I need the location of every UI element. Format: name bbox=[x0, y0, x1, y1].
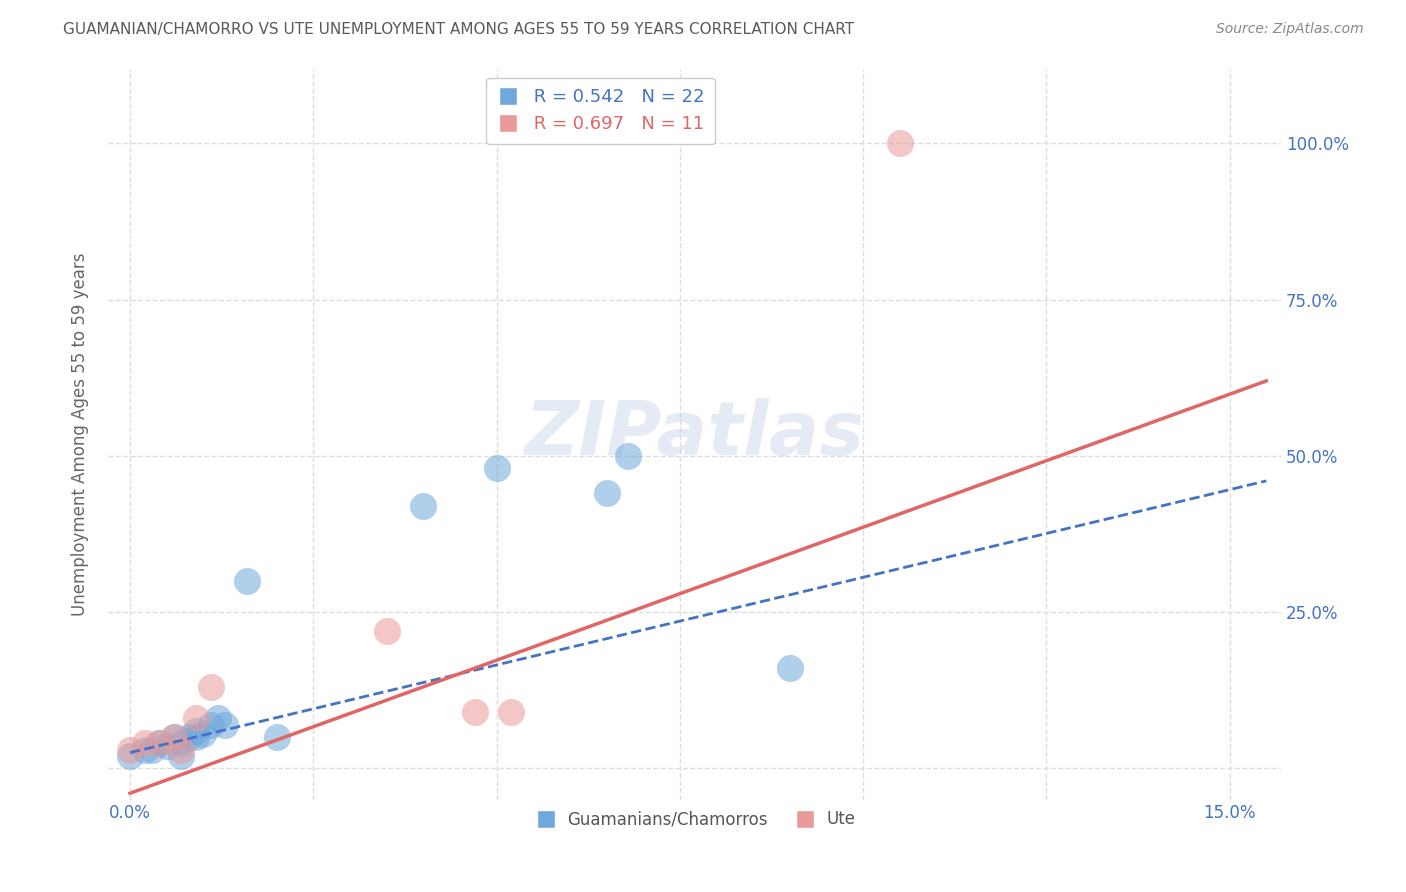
Point bbox=[170, 748, 193, 763]
Point bbox=[595, 486, 617, 500]
Point bbox=[214, 717, 236, 731]
Point bbox=[485, 461, 508, 475]
Point bbox=[236, 574, 259, 588]
Point bbox=[184, 723, 207, 738]
Point bbox=[266, 730, 288, 744]
Point bbox=[501, 705, 523, 719]
Point bbox=[464, 705, 486, 719]
Point bbox=[412, 499, 434, 513]
Legend: Guamanians/Chamorros, Ute: Guamanians/Chamorros, Ute bbox=[527, 804, 862, 835]
Point bbox=[375, 624, 398, 638]
Point bbox=[184, 730, 207, 744]
Point bbox=[184, 711, 207, 725]
Text: GUAMANIAN/CHAMORRO VS UTE UNEMPLOYMENT AMONG AGES 55 TO 59 YEARS CORRELATION CHA: GUAMANIAN/CHAMORRO VS UTE UNEMPLOYMENT A… bbox=[63, 22, 855, 37]
Point bbox=[148, 736, 170, 750]
Point bbox=[163, 730, 186, 744]
Point bbox=[170, 742, 193, 756]
Point bbox=[118, 742, 141, 756]
Point bbox=[193, 727, 215, 741]
Y-axis label: Unemployment Among Ages 55 to 59 years: Unemployment Among Ages 55 to 59 years bbox=[72, 252, 89, 615]
Text: Source: ZipAtlas.com: Source: ZipAtlas.com bbox=[1216, 22, 1364, 37]
Point bbox=[170, 736, 193, 750]
Point bbox=[134, 736, 156, 750]
Point bbox=[889, 136, 911, 151]
Point bbox=[134, 742, 156, 756]
Text: ZIPatlas: ZIPatlas bbox=[524, 398, 865, 470]
Point bbox=[156, 739, 179, 754]
Point bbox=[141, 742, 163, 756]
Point bbox=[163, 730, 186, 744]
Point bbox=[200, 680, 222, 694]
Point bbox=[148, 736, 170, 750]
Point bbox=[207, 711, 229, 725]
Point bbox=[779, 661, 801, 675]
Point bbox=[617, 449, 640, 463]
Point bbox=[200, 717, 222, 731]
Point bbox=[177, 730, 200, 744]
Point bbox=[118, 748, 141, 763]
